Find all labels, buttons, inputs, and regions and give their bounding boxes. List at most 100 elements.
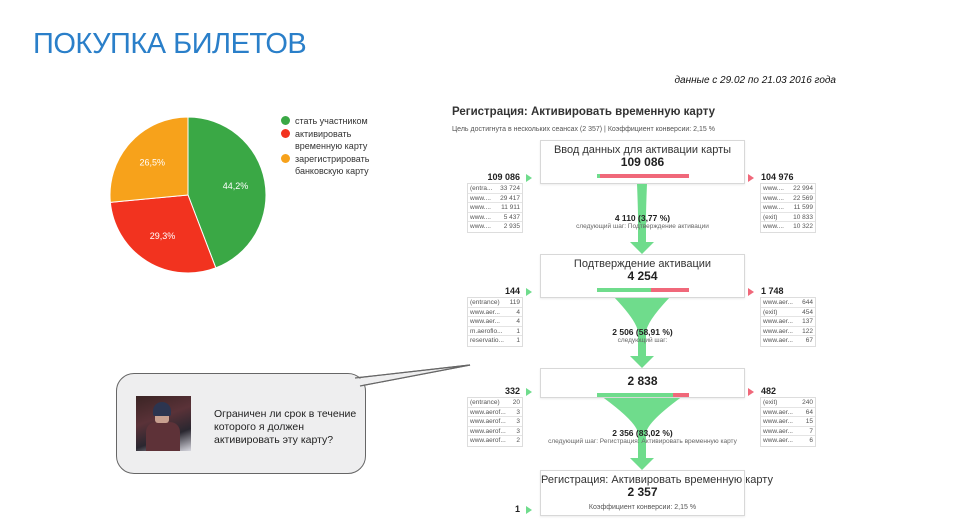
source-count: 10 833 [793, 213, 813, 221]
source-count: 22 994 [793, 185, 813, 192]
table-row: (entrance) 119 [468, 298, 522, 308]
step-conversion-bar [596, 393, 689, 397]
step-name: Регистрация: Активировать временную карт… [541, 474, 773, 486]
table-row: (exit) 454 [761, 308, 815, 317]
source-name: (entra... [470, 185, 493, 192]
source-name: www.... [763, 223, 784, 230]
exit-arrow-icon [748, 388, 754, 396]
source-count: 64 [805, 408, 813, 416]
entrance-sources-table: (entra... 33 724 www.... 29 417 www.... 11 91… [467, 183, 523, 233]
legend-label: зарегистрировать банковскую карту [295, 154, 370, 176]
table-row: www.... 11 911 [468, 203, 522, 213]
table-row: www.... 22 569 [761, 194, 815, 203]
table-row: www.aerof... 3 [468, 408, 522, 417]
exit-sources-table: (exit) 240 www.aer... 64 www.aer... 15 www.aer… [760, 397, 816, 447]
source-count: 67 [805, 337, 813, 344]
table-row: www.... 5 437 [468, 213, 522, 222]
pie-slice-label: 44,2% [223, 181, 249, 191]
table-row: www.aer... 4 [468, 308, 522, 317]
source-count: 3 [516, 418, 520, 425]
funnel-step: Ввод данных для активации карты 109 086 [540, 140, 745, 184]
step-conversion-bar [596, 174, 689, 178]
source-name: (exit) [763, 308, 778, 316]
source-count: 454 [802, 308, 813, 316]
flow-value: 4 110 (3,77 %) [614, 213, 671, 224]
source-count: 3 [516, 408, 520, 416]
source-count: 122 [802, 327, 813, 335]
source-name: reservatio... [470, 337, 504, 344]
legend-dot [281, 116, 290, 125]
source-count: 6 [809, 437, 813, 444]
flow-value: 2 506 (58,91 %) [612, 327, 673, 338]
entrance-sources-table: (entrance) 119 www.aer... 4 www.aer... 4 m.aer… [467, 297, 523, 347]
step-conversion-fill [596, 288, 651, 292]
funnel-connector [630, 184, 654, 254]
entrances-count: 109 086 [487, 172, 520, 182]
legend-label: стать участником [295, 116, 368, 126]
entrances-count: 1 [514, 504, 520, 514]
date-range: данные с 29.02 по 21.03 2016 года [674, 75, 836, 86]
table-row: www.... 11 599 [761, 203, 815, 213]
source-count: 33 724 [500, 185, 520, 192]
exit-arrow-icon [748, 288, 754, 296]
source-name: (exit) [763, 399, 778, 406]
source-name: www.aerof... [470, 418, 506, 425]
entrance-arrow-icon [526, 506, 532, 514]
table-row: www.aer... 122 [761, 327, 815, 336]
legend-item: активировать временную карту [281, 128, 385, 152]
exits-count: 1 748 [761, 286, 784, 296]
user-avatar [136, 396, 191, 451]
source-name: (exit) [763, 213, 778, 221]
funnel-flow-shape [614, 298, 670, 368]
source-count: 644 [802, 299, 813, 306]
source-count: 11 911 [501, 204, 520, 211]
source-name: (entrance) [470, 299, 500, 306]
table-row: www.aer... 7 [761, 427, 815, 436]
table-row: (exit) 10 833 [761, 213, 815, 222]
source-name: www.aer... [470, 308, 500, 316]
exits-count: 104 976 [761, 172, 794, 182]
step-name: Подтверждение активации [573, 258, 712, 270]
speech-bubble-tail [355, 364, 471, 387]
source-count: 240 [802, 399, 813, 406]
source-name: www.... [470, 194, 491, 202]
exit-arrow-icon [748, 174, 754, 182]
source-count: 2 935 [503, 223, 520, 230]
pie-chart: 44,2% 29,3% 26,5% [109, 116, 267, 274]
source-name: (entrance) [470, 399, 500, 406]
source-count: 4 [516, 318, 520, 325]
entrances-count: 332 [504, 386, 520, 396]
step-conversion-fill [596, 174, 600, 178]
legend-dot [281, 129, 290, 138]
source-count: 11 599 [793, 204, 813, 211]
source-count: 15 [805, 418, 813, 425]
table-row: www.aer... 4 [468, 317, 522, 327]
source-name: www.aer... [763, 427, 793, 435]
source-count: 1 [516, 337, 520, 344]
entrance-arrow-icon [526, 174, 532, 182]
source-count: 10 322 [793, 223, 813, 230]
page-title: ПОКУПКА БИЛЕТОВ [33, 28, 307, 60]
flow-label: 2 356 (83,02 %) следующий шаг: Регистраци… [545, 428, 740, 445]
step-conversion: Коэффициент конверсии: 2,15 % [588, 504, 697, 511]
table-row: (entrance) 20 [468, 398, 522, 408]
step-name: Ввод данных для активации карты [553, 144, 732, 156]
step-value: 2 357 [627, 485, 658, 499]
funnel-step: 2 838 [540, 368, 745, 398]
source-name: www.aer... [763, 318, 793, 325]
table-row: www.aerof... 3 [468, 417, 522, 427]
source-name: www.... [470, 204, 491, 211]
table-row: www.aer... 67 [761, 336, 815, 346]
source-count: 119 [509, 299, 520, 306]
source-count: 5 437 [503, 213, 520, 221]
source-name: www.aer... [763, 337, 793, 344]
step-conversion-fill [596, 393, 673, 397]
pie-slice-label: 26,5% [139, 157, 165, 167]
source-name: www.... [763, 185, 784, 192]
source-count: 29 417 [500, 194, 520, 202]
table-row: www.... 2 935 [468, 222, 522, 232]
table-row: www.aer... 6 [761, 436, 815, 446]
funnel-step: Подтверждение активации 4 254 [540, 254, 745, 298]
entrance-arrow-icon [526, 288, 532, 296]
source-count: 7 [809, 427, 813, 435]
